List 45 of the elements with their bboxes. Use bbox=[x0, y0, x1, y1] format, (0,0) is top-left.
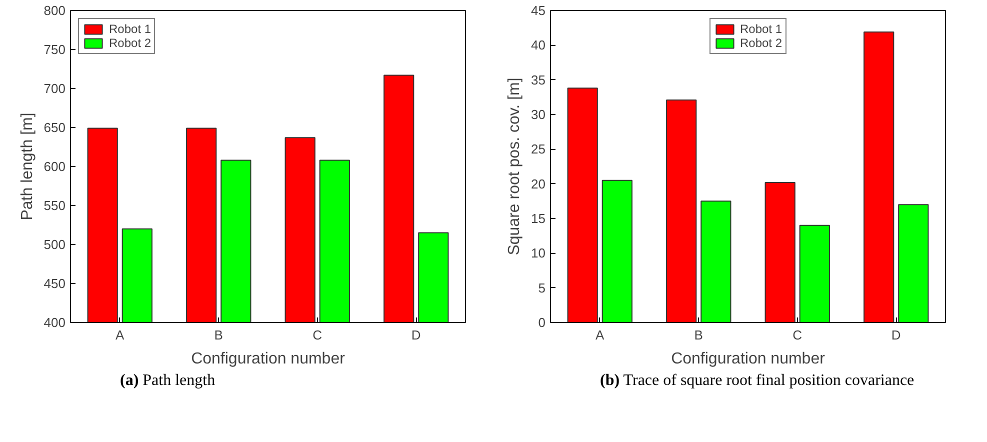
y-tick-label: 30 bbox=[531, 107, 546, 122]
bar bbox=[799, 224, 830, 322]
bar bbox=[864, 31, 894, 322]
y-tick-label: 450 bbox=[44, 276, 66, 291]
x-tick-label: B bbox=[214, 328, 223, 342]
y-tick-label: 550 bbox=[44, 198, 66, 213]
y-tick-label: 35 bbox=[531, 72, 546, 88]
y-tick-label: 600 bbox=[44, 159, 66, 174]
x-tick-label: B bbox=[694, 328, 703, 342]
bar bbox=[602, 180, 632, 322]
x-tick-label: D bbox=[891, 328, 901, 342]
y-tick-label: 20 bbox=[531, 176, 546, 192]
x-tick-label: C bbox=[792, 328, 802, 342]
bar bbox=[567, 88, 598, 322]
y-axis-title: Path length [m] bbox=[18, 112, 36, 220]
legend-label: Robot 2 bbox=[740, 36, 782, 50]
legend-label: Robot 1 bbox=[740, 22, 782, 36]
y-tick-label: 25 bbox=[531, 142, 546, 157]
y-tick-label: 10 bbox=[531, 246, 546, 261]
text: (a) Path length bbox=[120, 371, 216, 391]
legend-label: Robot 2 bbox=[109, 36, 152, 50]
text: (b) Trace of square root final position covariance bbox=[600, 371, 914, 391]
x-tick-label: C bbox=[312, 328, 322, 342]
bar bbox=[666, 99, 697, 322]
bar bbox=[898, 204, 929, 322]
y-tick-label: 800 bbox=[44, 3, 66, 18]
y-tick-label: 45 bbox=[531, 3, 546, 18]
y-tick-label: 750 bbox=[44, 42, 66, 57]
x-tick-label: D bbox=[411, 328, 421, 342]
x-axis-title: Configuration number bbox=[671, 350, 826, 368]
x-tick-label: A bbox=[596, 328, 605, 342]
legend-label: Robot 1 bbox=[109, 22, 152, 36]
y-tick-label: 650 bbox=[44, 120, 66, 135]
y-tick-label: 700 bbox=[44, 81, 66, 96]
x-axis-title: Configuration number bbox=[191, 350, 346, 368]
y-tick-label: 15 bbox=[531, 211, 546, 226]
y-tick-label: 5 bbox=[538, 280, 546, 296]
y-tick-label: 500 bbox=[44, 237, 66, 252]
y-tick-label: 0 bbox=[538, 315, 546, 330]
y-axis-title: Square root pos. cov. [m] bbox=[506, 78, 524, 256]
x-tick-label: A bbox=[116, 328, 125, 342]
y-tick-label: 400 bbox=[44, 315, 66, 330]
y-tick-label: 40 bbox=[531, 38, 546, 53]
bar bbox=[700, 200, 732, 322]
bar bbox=[764, 182, 796, 322]
